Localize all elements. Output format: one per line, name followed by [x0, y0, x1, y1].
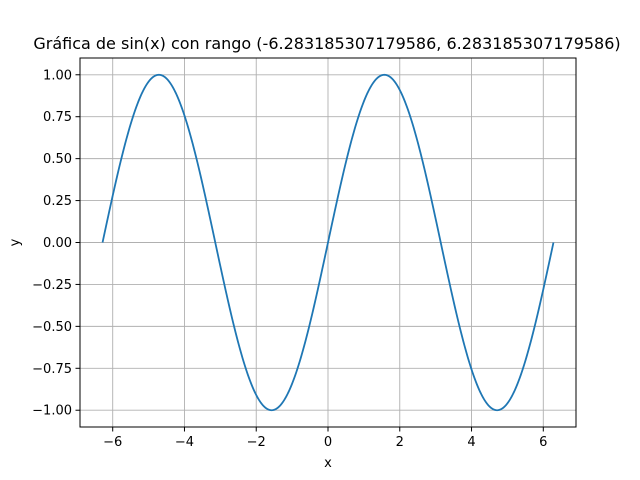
- y-axis-label: y: [8, 238, 23, 246]
- y-tick-label: 0.50: [43, 152, 72, 167]
- y-tick-label: −0.25: [32, 278, 72, 293]
- y-tick-label: 0.25: [43, 194, 72, 209]
- x-tick-label: −4: [175, 435, 194, 450]
- x-tick-label: −2: [247, 435, 266, 450]
- x-axis-label: x: [324, 456, 332, 471]
- ticks: [75, 74, 544, 432]
- tick-labels: −6 −4 −2 0 2 4 6 −1.00 −0.75 −0.50 −0.25 0.00 0.25 0.…: [32, 68, 547, 450]
- grid: [80, 58, 576, 427]
- x-tick-label: −6: [103, 435, 122, 450]
- chart-title: Gráfica de sin(x) con rango (-6.28318530…: [33, 34, 620, 53]
- y-tick-label: 1.00: [43, 68, 72, 83]
- plot-series: [101, 73, 555, 412]
- x-tick-label: 6: [539, 435, 547, 450]
- y-tick-label: −0.50: [32, 320, 72, 335]
- y-tick-label: 0.75: [43, 110, 72, 125]
- y-tick-label: −1.00: [32, 404, 72, 419]
- x-tick-label: 0: [324, 435, 332, 450]
- x-tick-label: 4: [467, 435, 475, 450]
- y-tick-label: −0.75: [32, 362, 72, 377]
- x-tick-label: 2: [396, 435, 404, 450]
- y-tick-label: 0.00: [43, 236, 72, 251]
- sin-series-line: [101, 73, 555, 412]
